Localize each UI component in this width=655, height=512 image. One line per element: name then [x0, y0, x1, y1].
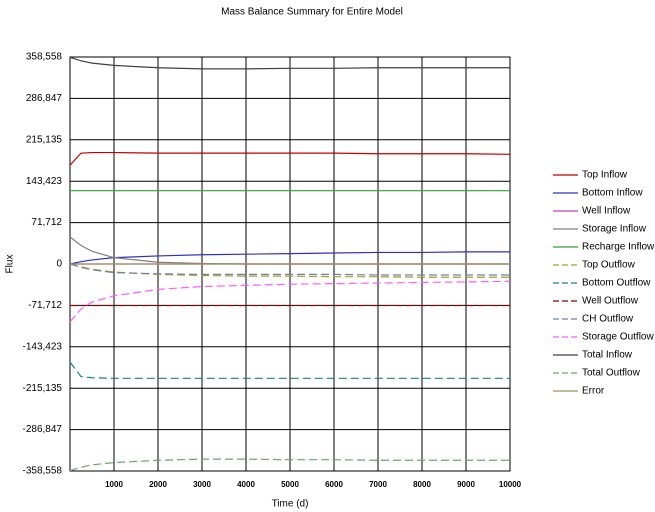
x-tick-label: 9000	[457, 480, 475, 489]
x-tick-label: 4000	[237, 480, 255, 489]
legend-label: Well Outflow	[582, 296, 639, 307]
chart-title: Mass Balance Summary for Entire Model	[221, 7, 403, 18]
x-tick-label: 2000	[149, 480, 167, 489]
y-tick-label: 143,423	[26, 176, 63, 187]
y-tick-label: 0	[56, 259, 62, 270]
legend-label: Error	[582, 386, 605, 397]
legend-label: CH Outflow	[582, 314, 634, 325]
series-line	[69, 361, 510, 379]
legend-label: Recharge Inflow	[582, 242, 655, 253]
series-line	[69, 280, 511, 323]
series-line	[69, 56, 510, 70]
y-tick-label: -143,423	[23, 341, 63, 352]
x-tick-label: 1000	[105, 480, 123, 489]
legend-label: Storage Outflow	[582, 332, 654, 343]
legend-label: Bottom Inflow	[582, 188, 643, 199]
legend-label: Total Outflow	[582, 368, 641, 379]
y-tick-label: -215,135	[23, 383, 63, 394]
x-axis-label: Time (d)	[272, 499, 309, 510]
series-line	[69, 458, 510, 472]
series-line	[69, 251, 510, 265]
legend-label: Storage Inflow	[582, 224, 647, 235]
x-tick-label: 7000	[369, 480, 387, 489]
legend-label: Total Inflow	[582, 350, 633, 361]
y-tick-label: -286,847	[23, 424, 63, 435]
x-tick-label: 10000	[499, 480, 522, 489]
series-line	[69, 151, 511, 166]
legend-label: Top Outflow	[582, 260, 636, 271]
y-tick-label: 358,558	[26, 52, 63, 63]
series-line	[69, 263, 510, 276]
legend-label: Well Inflow	[582, 206, 631, 217]
legend-label: Top Inflow	[582, 170, 628, 181]
x-tick-label: 8000	[413, 480, 431, 489]
y-tick-label: -71,712	[28, 300, 62, 311]
x-tick-label: 3000	[193, 480, 211, 489]
y-tick-label: 286,847	[26, 93, 63, 104]
x-tick-label: 5000	[281, 480, 299, 489]
legend-label: Bottom Outflow	[582, 278, 651, 289]
y-tick-label: 71,712	[31, 217, 62, 228]
y-axis-label: Flux	[5, 255, 16, 274]
y-tick-label: 215,135	[26, 134, 63, 145]
series-line	[69, 263, 510, 278]
x-tick-label: 6000	[325, 480, 343, 489]
y-tick-label: -358,558	[23, 466, 63, 477]
